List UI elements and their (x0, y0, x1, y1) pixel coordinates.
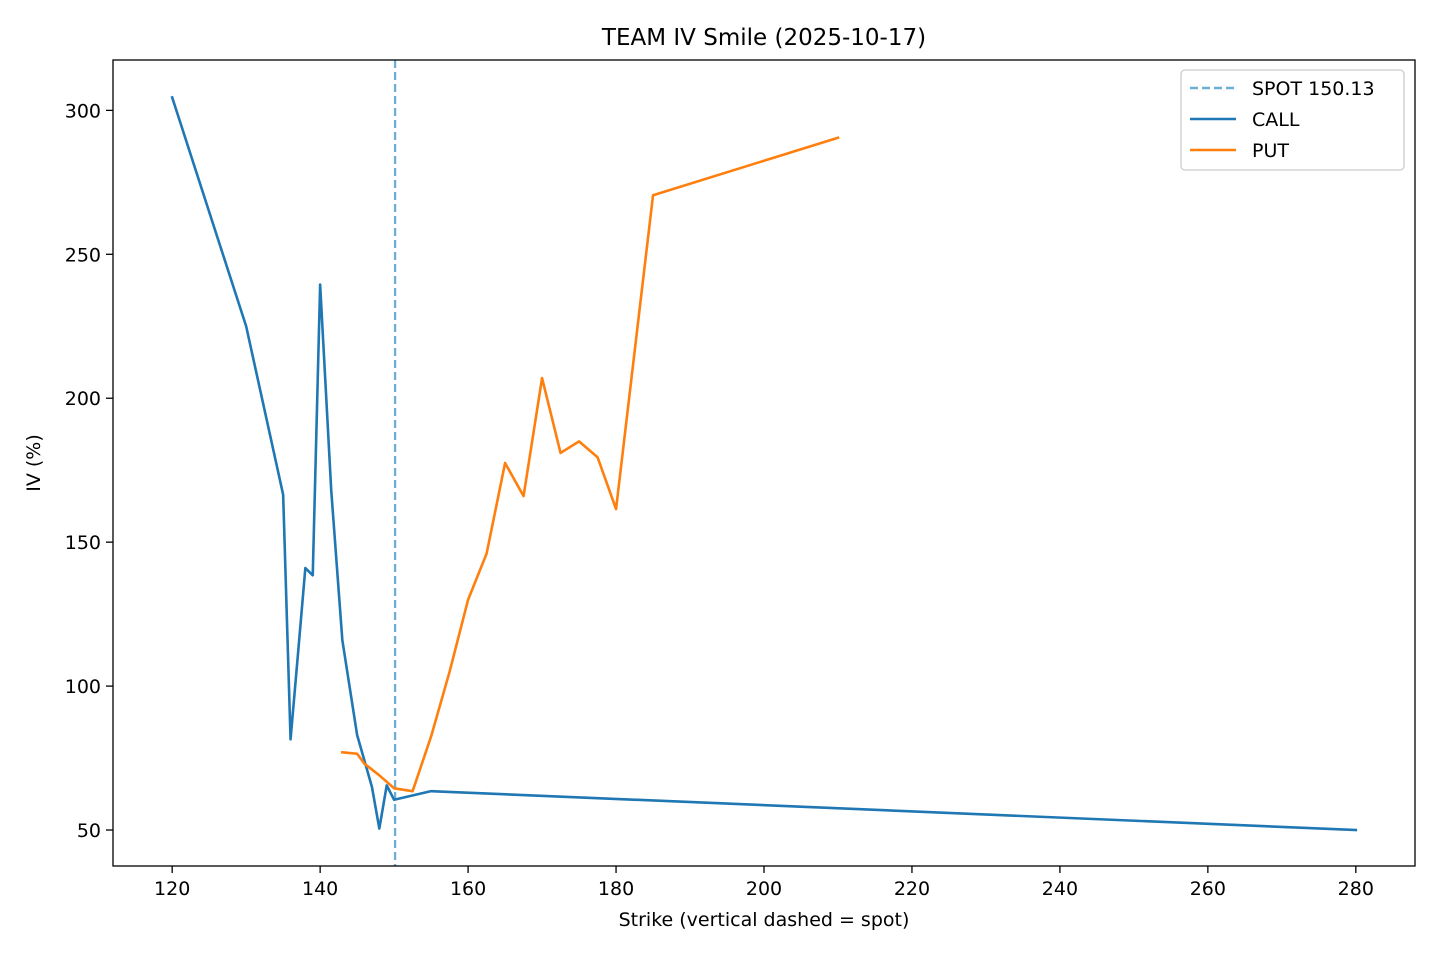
legend: SPOT 150.13 CALL PUT (1180, 69, 1405, 171)
y-tick-label-50: 50 (77, 820, 101, 842)
x-tick-label-120: 120 (154, 878, 190, 900)
plot-area (170, 60, 1358, 866)
legend-items: SPOT 150.13 CALL PUT (1190, 78, 1375, 162)
x-axis-label: Strike (vertical dashed = spot) (619, 909, 910, 931)
y-axis-label: IV (%) (23, 434, 45, 492)
legend-box (1180, 69, 1405, 171)
y-tick-label-100: 100 (65, 676, 101, 698)
x-tick-label-260: 260 (1190, 878, 1226, 900)
x-tick-label-200: 200 (746, 878, 782, 900)
legend-label-put: PUT (1252, 140, 1289, 162)
y-tick-label-150: 150 (65, 532, 101, 554)
legend-label-spot: SPOT 150.13 (1252, 78, 1375, 100)
series-line-put (340, 136, 840, 793)
legend-label-call: CALL (1252, 109, 1300, 131)
x-axis: 120 140 160 180 200 220 240 260 280 (154, 866, 1374, 900)
chart-title: TEAM IV Smile (2025-10-17) (601, 25, 926, 51)
x-tick-label-140: 140 (302, 878, 338, 900)
x-tick-label-220: 220 (894, 878, 930, 900)
series-line-call (170, 95, 1358, 832)
x-tick-label-180: 180 (598, 878, 634, 900)
x-tick-label-240: 240 (1042, 878, 1078, 900)
series-layer (170, 95, 1358, 832)
y-tick-label-200: 200 (65, 388, 101, 410)
y-tick-label-250: 250 (65, 244, 101, 266)
y-axis: 50 100 150 200 250 300 (65, 100, 113, 842)
x-tick-label-280: 280 (1338, 878, 1374, 900)
x-tick-label-160: 160 (450, 878, 486, 900)
y-tick-label-300: 300 (65, 100, 101, 122)
